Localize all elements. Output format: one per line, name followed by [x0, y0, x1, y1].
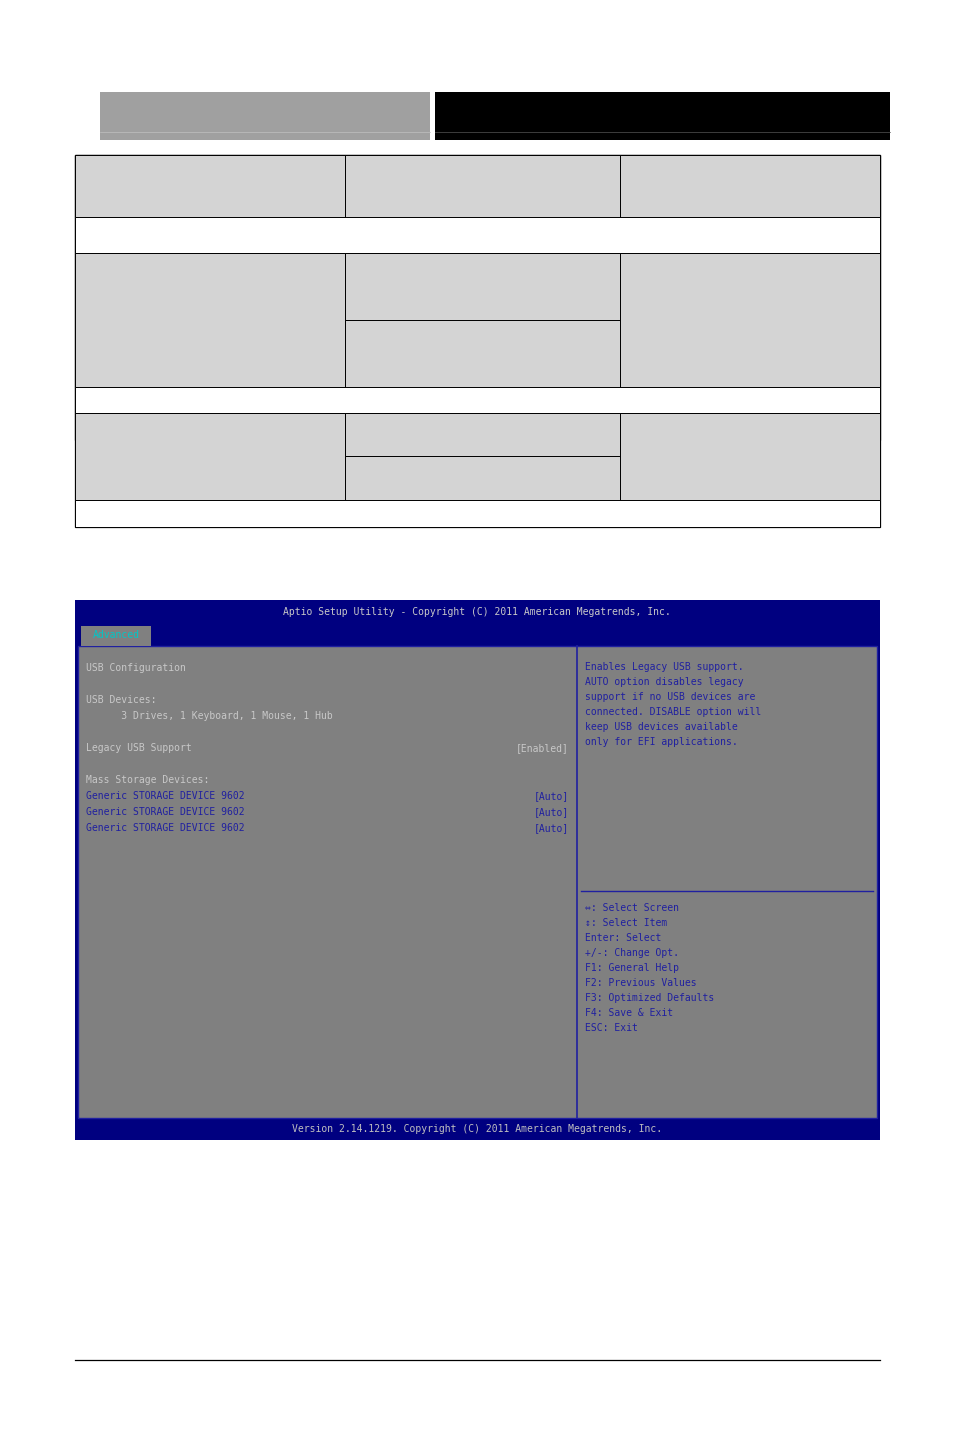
- Bar: [75, 599, 879, 1140]
- Text: [Auto]: [Auto]: [533, 823, 568, 833]
- Text: F3: Optimized Defaults: F3: Optimized Defaults: [584, 994, 714, 1004]
- Bar: [619, 252, 879, 387]
- Bar: [100, 92, 430, 141]
- Text: AUTO option disables legacy: AUTO option disables legacy: [584, 677, 742, 687]
- Bar: [345, 252, 619, 320]
- Bar: [75, 155, 345, 217]
- Text: [Auto]: [Auto]: [533, 807, 568, 817]
- Bar: [75, 624, 879, 645]
- Bar: [75, 155, 879, 440]
- Bar: [75, 599, 879, 624]
- Text: ESC: Exit: ESC: Exit: [584, 1024, 638, 1034]
- Text: Advanced: Advanced: [92, 630, 139, 640]
- Text: Version 2.14.1219. Copyright (C) 2011 American Megatrends, Inc.: Version 2.14.1219. Copyright (C) 2011 Am…: [292, 1124, 661, 1134]
- Bar: [345, 413, 619, 456]
- Bar: [75, 155, 879, 528]
- Text: F1: General Help: F1: General Help: [584, 964, 679, 974]
- Text: Enables Legacy USB support.: Enables Legacy USB support.: [584, 663, 742, 673]
- Text: F4: Save & Exit: F4: Save & Exit: [584, 1008, 673, 1018]
- Text: only for EFI applications.: only for EFI applications.: [584, 737, 737, 747]
- Text: ↕: Select Item: ↕: Select Item: [584, 918, 666, 928]
- Bar: [619, 155, 879, 217]
- Bar: [75, 252, 345, 387]
- Text: USB Devices:: USB Devices:: [86, 695, 156, 706]
- Text: Mass Storage Devices:: Mass Storage Devices:: [86, 774, 209, 784]
- Bar: [435, 92, 889, 141]
- Text: Enter: Select: Enter: Select: [584, 934, 660, 944]
- Bar: [345, 320, 619, 387]
- Bar: [619, 413, 879, 500]
- Bar: [75, 1119, 879, 1140]
- Text: USB Configuration: USB Configuration: [86, 663, 186, 673]
- Bar: [75, 217, 879, 252]
- Text: keep USB devices available: keep USB devices available: [584, 721, 737, 731]
- Text: +/-: Change Opt.: +/-: Change Opt.: [584, 948, 679, 958]
- Bar: [78, 645, 876, 1119]
- Bar: [345, 456, 619, 500]
- Text: connected. DISABLE option will: connected. DISABLE option will: [584, 707, 760, 717]
- Text: F2: Previous Values: F2: Previous Values: [584, 978, 696, 988]
- Text: [Auto]: [Auto]: [533, 792, 568, 802]
- Bar: [75, 387, 879, 413]
- Text: ⇔: Select Screen: ⇔: Select Screen: [584, 903, 679, 913]
- Text: Generic STORAGE DEVICE 9602: Generic STORAGE DEVICE 9602: [86, 807, 244, 817]
- Text: support if no USB devices are: support if no USB devices are: [584, 693, 755, 703]
- Text: Generic STORAGE DEVICE 9602: Generic STORAGE DEVICE 9602: [86, 792, 244, 802]
- Bar: [81, 627, 151, 645]
- Text: 3 Drives, 1 Keyboard, 1 Mouse, 1 Hub: 3 Drives, 1 Keyboard, 1 Mouse, 1 Hub: [86, 711, 333, 721]
- Bar: [75, 413, 345, 500]
- Text: Aptio Setup Utility - Copyright (C) 2011 American Megatrends, Inc.: Aptio Setup Utility - Copyright (C) 2011…: [283, 607, 670, 617]
- Text: Legacy USB Support: Legacy USB Support: [86, 743, 192, 753]
- Bar: [75, 500, 879, 528]
- Bar: [345, 155, 619, 217]
- Text: [Enabled]: [Enabled]: [516, 743, 568, 753]
- Text: Generic STORAGE DEVICE 9602: Generic STORAGE DEVICE 9602: [86, 823, 244, 833]
